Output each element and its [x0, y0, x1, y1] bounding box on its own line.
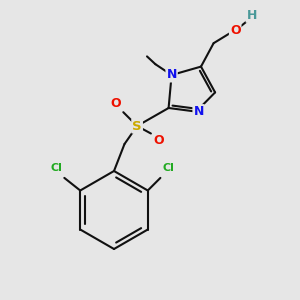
Text: O: O — [230, 24, 241, 37]
Text: Cl: Cl — [50, 163, 62, 173]
Text: N: N — [167, 68, 177, 82]
Text: Cl: Cl — [163, 163, 175, 173]
Text: O: O — [111, 97, 122, 110]
Text: H: H — [247, 9, 257, 22]
Text: O: O — [153, 134, 164, 147]
Text: N: N — [194, 105, 204, 118]
Text: S: S — [132, 119, 142, 133]
